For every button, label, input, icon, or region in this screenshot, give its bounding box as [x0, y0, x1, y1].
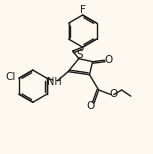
Text: O: O [110, 89, 118, 99]
Text: F: F [80, 5, 86, 15]
Text: NH: NH [47, 77, 62, 87]
Text: Cl: Cl [5, 72, 16, 82]
Text: S: S [76, 50, 83, 60]
Text: O: O [86, 101, 94, 111]
Text: O: O [104, 55, 112, 65]
